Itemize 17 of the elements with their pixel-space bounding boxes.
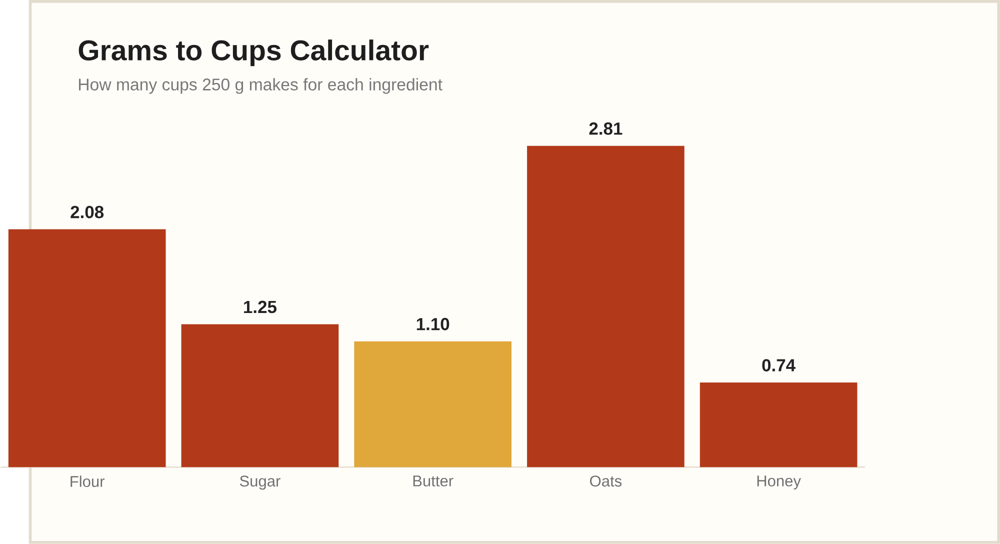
bar [354, 341, 512, 468]
data-label: 1.25 [244, 300, 276, 314]
bar [8, 229, 166, 468]
bar [527, 146, 684, 468]
bar [181, 324, 339, 468]
x-tick-label: Flour [70, 476, 105, 488]
data-label: 1.10 [416, 318, 450, 330]
bar [700, 382, 858, 468]
x-tick-label: Sugar [240, 476, 280, 490]
x-tick-label: Honey [757, 476, 801, 490]
data-label: 2.81 [589, 122, 622, 135]
data-label: 2.08 [70, 206, 104, 218]
data-label: 0.74 [762, 359, 796, 372]
chart-title: Grams to Cups Calculator [78, 40, 429, 66]
chart-subtitle: How many cups 250 g makes for each ingredient [79, 78, 442, 94]
x-tick-label: Oats [590, 476, 622, 487]
x-tick-label: Butter [413, 476, 454, 486]
